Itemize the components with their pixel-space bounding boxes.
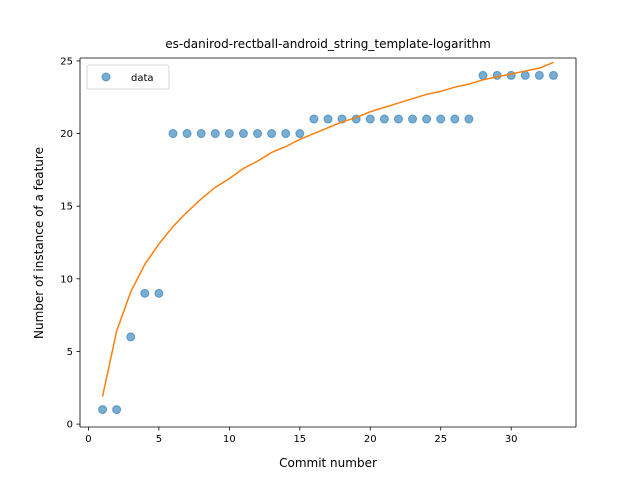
y-tick-label: 15 [60, 202, 73, 213]
data-point [365, 114, 375, 124]
data-point [520, 70, 530, 80]
data-point [506, 70, 516, 80]
data-point [112, 405, 122, 415]
x-tick-label: 30 [505, 434, 518, 445]
data-point [450, 114, 460, 124]
y-tick-label: 10 [60, 274, 73, 285]
fit-curve-line [101, 61, 554, 397]
x-axis-label: Commit number [279, 456, 377, 470]
y-axis-label: Number of instance of a feature [32, 147, 46, 339]
data-point [323, 114, 333, 124]
data-point [210, 129, 220, 139]
legend-marker [101, 72, 111, 82]
data-point [436, 114, 446, 124]
data-point [168, 129, 178, 139]
legend-label: data [131, 73, 154, 84]
data-point [548, 70, 558, 80]
x-tick-label: 15 [293, 434, 306, 445]
data-point [126, 332, 136, 342]
legend: data [86, 64, 170, 90]
data-point [422, 114, 432, 124]
data-point [267, 129, 277, 139]
chart-title: es-danirod-rectball-android_string_templ… [165, 37, 491, 51]
data-point [478, 70, 488, 80]
y-tick-label: 0 [67, 420, 73, 431]
data-point [379, 114, 389, 124]
data-point [408, 114, 418, 124]
data-point [154, 288, 164, 298]
data-point [464, 114, 474, 124]
data-point [534, 70, 544, 80]
data-point [309, 114, 319, 124]
y-axis: 0 5 10 15 20 25 [60, 56, 80, 431]
x-tick-label: 5 [156, 434, 162, 445]
x-tick-label: 10 [223, 434, 236, 445]
x-tick-label: 20 [364, 434, 377, 445]
data-point [253, 129, 263, 139]
y-tick-label: 20 [60, 129, 73, 140]
data-point [295, 129, 305, 139]
x-tick-label: 0 [85, 434, 91, 445]
data-point [98, 405, 108, 415]
data-point [393, 114, 403, 124]
data-point [492, 70, 502, 80]
data-point [182, 129, 192, 139]
x-tick-label: 25 [434, 434, 447, 445]
data-point [238, 129, 248, 139]
y-tick-label: 5 [67, 347, 73, 358]
data-point [196, 129, 206, 139]
x-axis: 0 5 10 15 20 25 30 [85, 427, 518, 445]
data-point [224, 129, 234, 139]
y-tick-label: 25 [60, 56, 73, 67]
plot-area [79, 57, 577, 428]
data-point [281, 129, 291, 139]
legend-box [86, 64, 170, 90]
data-point [140, 288, 150, 298]
